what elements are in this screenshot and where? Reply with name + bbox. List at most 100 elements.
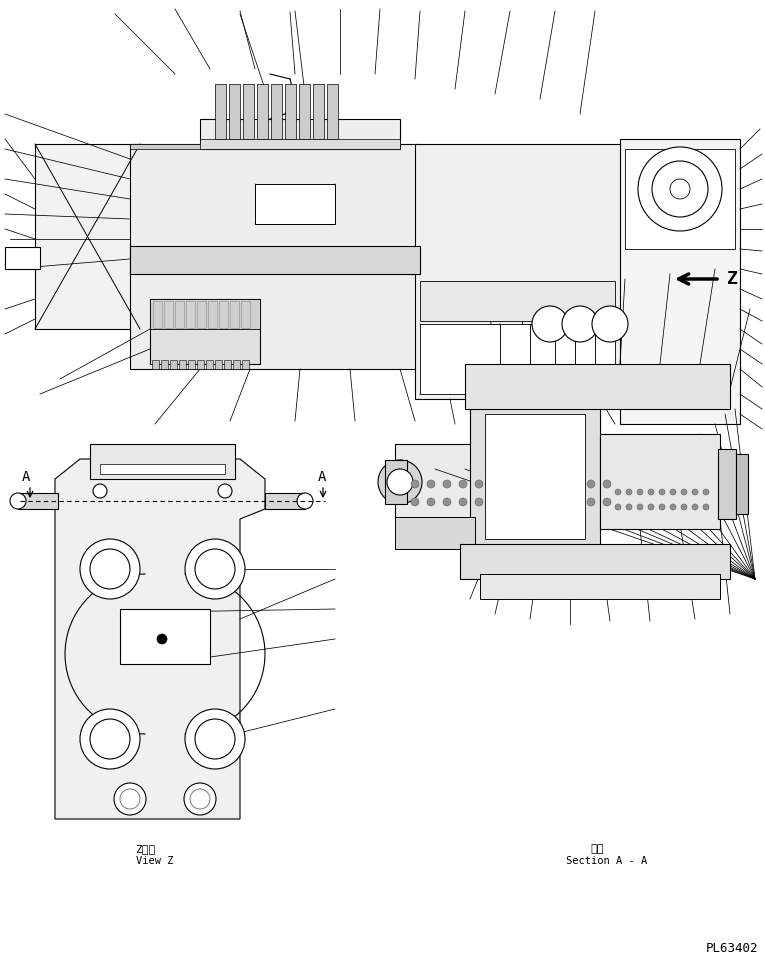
Bar	[197, 301, 206, 328]
Circle shape	[603, 480, 611, 488]
Bar	[130, 144, 420, 369]
Circle shape	[491, 498, 499, 506]
Bar	[5, 247, 40, 269]
Circle shape	[626, 489, 632, 495]
Circle shape	[523, 480, 531, 488]
Circle shape	[637, 489, 643, 495]
Bar	[120, 609, 210, 664]
Bar	[555, 324, 575, 374]
Circle shape	[603, 498, 611, 506]
Circle shape	[703, 489, 709, 495]
Bar	[215, 360, 222, 369]
Bar	[595, 324, 615, 369]
Circle shape	[587, 498, 595, 506]
Bar	[219, 301, 228, 328]
Circle shape	[93, 484, 107, 498]
Bar	[200, 139, 400, 149]
Text: 断面: 断面	[591, 844, 604, 854]
Bar	[188, 360, 195, 369]
Bar	[18, 493, 58, 509]
Circle shape	[681, 489, 687, 495]
Text: Section A - A: Section A - A	[566, 856, 648, 866]
Circle shape	[157, 634, 167, 644]
Bar	[100, 464, 225, 474]
Circle shape	[539, 480, 547, 488]
Circle shape	[80, 539, 140, 599]
Circle shape	[692, 504, 698, 510]
Circle shape	[387, 469, 413, 495]
Circle shape	[411, 498, 419, 506]
Bar	[395, 517, 475, 549]
Circle shape	[626, 504, 632, 510]
Bar	[265, 493, 305, 509]
Circle shape	[523, 498, 531, 506]
Circle shape	[681, 504, 687, 510]
Bar	[90, 444, 235, 479]
Bar	[230, 301, 239, 328]
Circle shape	[703, 504, 709, 510]
Bar	[575, 324, 595, 364]
Bar	[271, 84, 282, 139]
Bar	[327, 84, 338, 139]
Circle shape	[638, 147, 722, 231]
Circle shape	[692, 489, 698, 495]
Bar	[197, 360, 204, 369]
Circle shape	[491, 480, 499, 488]
Text: Z　視: Z 視	[135, 844, 155, 854]
Circle shape	[297, 493, 313, 509]
Circle shape	[475, 498, 483, 506]
Circle shape	[659, 504, 665, 510]
Circle shape	[378, 460, 422, 504]
Bar	[385, 460, 407, 504]
Circle shape	[427, 498, 435, 506]
Circle shape	[459, 498, 467, 506]
Bar	[161, 360, 168, 369]
Circle shape	[539, 498, 547, 506]
Bar	[257, 84, 268, 139]
Bar	[500, 324, 530, 379]
Bar	[150, 299, 260, 364]
Circle shape	[427, 480, 435, 488]
Bar	[460, 544, 730, 579]
Bar	[208, 301, 217, 328]
Bar	[243, 84, 254, 139]
Circle shape	[507, 498, 515, 506]
Bar	[299, 84, 310, 139]
Bar	[736, 454, 748, 514]
Circle shape	[555, 480, 563, 488]
Circle shape	[571, 480, 579, 488]
Bar	[206, 360, 213, 369]
Bar	[530, 324, 555, 369]
Circle shape	[10, 493, 26, 509]
Bar	[470, 404, 600, 549]
Bar	[420, 324, 500, 394]
Bar	[285, 84, 296, 139]
Bar	[233, 360, 240, 369]
Bar	[150, 299, 260, 329]
Text: View Z: View Z	[136, 856, 174, 866]
Bar	[718, 449, 736, 519]
Bar	[600, 434, 720, 529]
Bar	[415, 144, 630, 399]
Text: Z: Z	[727, 270, 738, 288]
Circle shape	[659, 489, 665, 495]
Bar	[485, 414, 585, 539]
Bar	[200, 119, 400, 149]
Circle shape	[218, 484, 232, 498]
Text: PL63402: PL63402	[705, 943, 758, 955]
Bar	[130, 246, 420, 274]
Polygon shape	[55, 459, 265, 819]
Bar	[620, 139, 740, 424]
Circle shape	[80, 709, 140, 769]
Bar	[179, 360, 186, 369]
Bar	[480, 574, 720, 599]
Bar	[241, 301, 250, 328]
Bar	[170, 360, 177, 369]
Bar	[395, 444, 705, 519]
Bar	[35, 144, 140, 329]
Bar	[420, 281, 615, 321]
Circle shape	[443, 498, 451, 506]
Bar	[186, 301, 195, 328]
Circle shape	[587, 480, 595, 488]
Circle shape	[615, 489, 621, 495]
